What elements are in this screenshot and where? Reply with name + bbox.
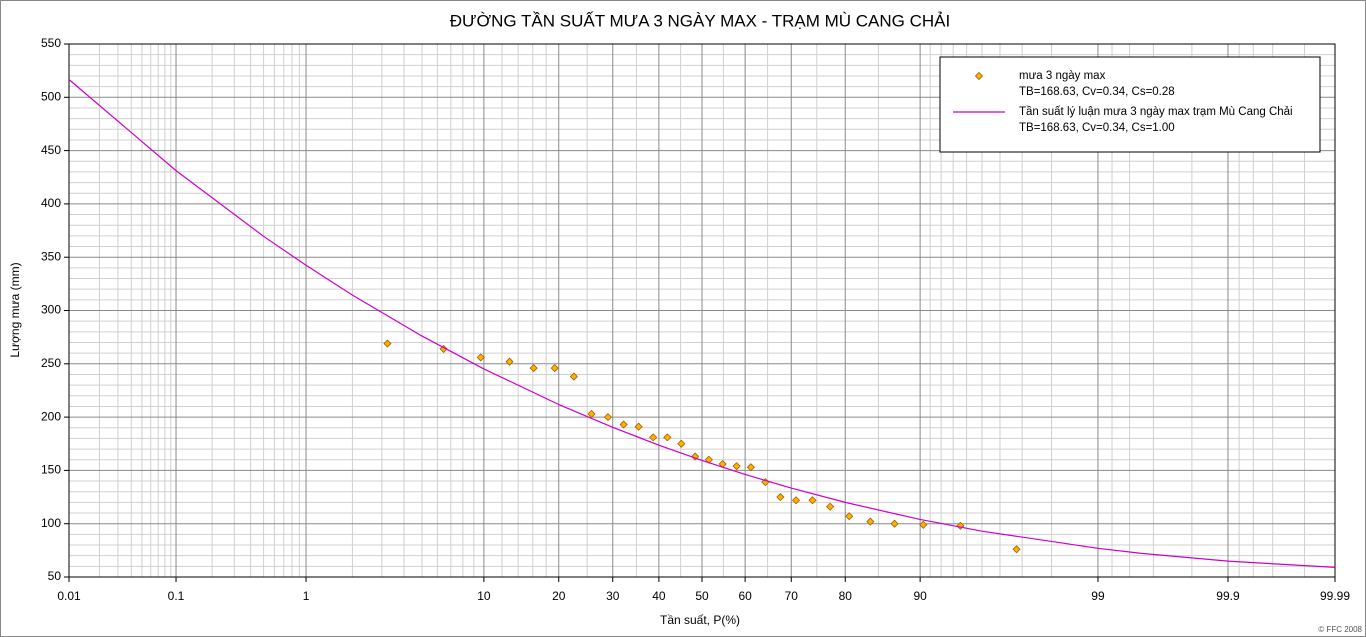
- data-point: [634, 422, 643, 431]
- x-tick-label: 90: [913, 589, 927, 603]
- data-point: [505, 357, 514, 366]
- marks: [68, 79, 1336, 569]
- legend-stats: TB=168.63, Cv=0.34, Cs=1.00: [1019, 122, 1175, 134]
- data-point: [826, 502, 835, 511]
- frequency-curve: [68, 79, 1336, 569]
- data-point: [663, 433, 672, 442]
- footer: © FFC 2008: [1318, 625, 1362, 634]
- y-axis-label: Lượng mưa (mm): [8, 262, 22, 357]
- data-point: [439, 344, 448, 353]
- x-tick-label: 50: [695, 589, 709, 603]
- data-point: [476, 353, 485, 362]
- y-tick-label: 500: [41, 89, 61, 103]
- data-point: [619, 420, 628, 429]
- data-point: [919, 520, 928, 529]
- legend-label: Tần suất lý luận mưa 3 ngày max trạm Mù …: [1019, 106, 1293, 118]
- x-tick-label: 99.99: [1320, 589, 1350, 603]
- x-tick-label: 10: [477, 589, 491, 603]
- data-point: [808, 496, 817, 505]
- data-point: [845, 512, 854, 521]
- data-point: [776, 492, 785, 502]
- legend-label: mưa 3 ngày max: [1019, 70, 1106, 82]
- data-point: [1012, 545, 1021, 554]
- chart-title: ĐƯỜNG TẦN SUẤT MƯA 3 NGÀY MAX - TRẠM MÙ …: [450, 11, 950, 30]
- data-point: [569, 372, 578, 381]
- data-point: [791, 496, 801, 505]
- y-tick-label: 450: [41, 143, 61, 157]
- data-point: [649, 433, 658, 442]
- legend: mưa 3 ngày max TB=168.63, Cv=0.34, Cs=0.2…: [939, 56, 1321, 153]
- data-point: [677, 439, 686, 448]
- x-tick-label: 70: [785, 589, 799, 603]
- x-tick-label: 99: [1091, 589, 1105, 603]
- data-point: [550, 363, 559, 373]
- data-point: [956, 521, 965, 530]
- x-tick-label: 99.9: [1216, 589, 1240, 603]
- data-point: [603, 413, 613, 422]
- y-tick-label: 100: [41, 516, 61, 530]
- legend-box: [939, 56, 1321, 153]
- y-tick-label: 200: [41, 409, 61, 423]
- x-tick-label: 60: [738, 589, 752, 603]
- y-tick-label: 250: [41, 356, 61, 370]
- legend-stats: TB=168.63, Cv=0.34, Cs=0.28: [1019, 86, 1175, 98]
- x-axis-label: Tần suất, P(%): [660, 613, 740, 627]
- data-point: [383, 339, 392, 348]
- data-point: [866, 517, 875, 526]
- data-point: [890, 519, 899, 528]
- data-point: [732, 462, 741, 471]
- data-point: [746, 463, 755, 472]
- x-tick-label: 0.01: [57, 589, 81, 603]
- legend-marker: [974, 71, 984, 81]
- y-tick-label: 400: [41, 196, 61, 210]
- x-tick-label: 20: [552, 589, 566, 603]
- x-tick-label: 40: [652, 589, 666, 603]
- y-tick-label: 350: [41, 249, 61, 263]
- y-tick-label: 150: [41, 463, 61, 477]
- x-tick-label: 0.1: [168, 589, 185, 603]
- data-point: [529, 363, 538, 373]
- x-tick-label: 30: [606, 589, 620, 603]
- y-tick-label: 50: [48, 569, 62, 583]
- y-tick-label: 550: [41, 36, 61, 50]
- x-tick-label: 1: [303, 589, 310, 603]
- data-point: [587, 409, 596, 418]
- x-tick-label: 80: [839, 589, 853, 603]
- y-tick-label: 300: [41, 303, 61, 317]
